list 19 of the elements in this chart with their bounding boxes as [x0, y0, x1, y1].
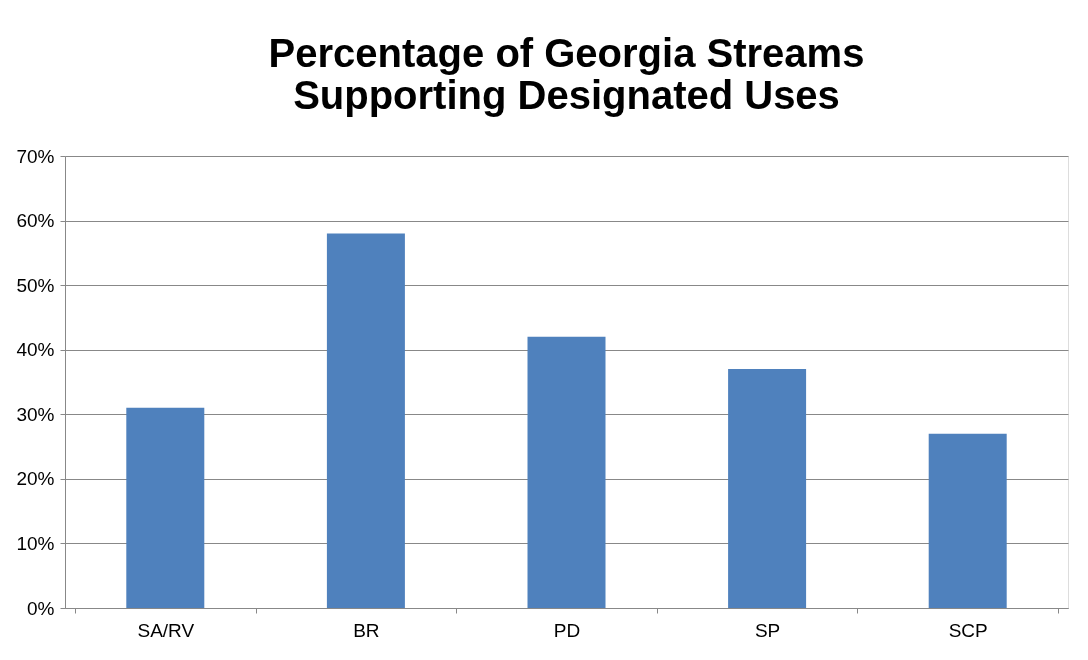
x-tick-label: SCP — [948, 619, 988, 641]
x-tick-label: BR — [353, 619, 380, 641]
y-tick-label: 0% — [27, 597, 55, 619]
bar — [326, 233, 405, 608]
bar — [126, 407, 205, 608]
bar — [928, 433, 1007, 608]
bar — [527, 336, 606, 608]
y-tick-label: 40% — [16, 339, 55, 361]
x-tick-label: SP — [754, 619, 781, 641]
chart-title: Percentage of Georgia Streams Supporting Designated Uses — [268, 31, 865, 117]
y-tick-label: 30% — [16, 403, 55, 425]
x-tick-label: SA/RV — [137, 619, 195, 641]
y-tick-label: 20% — [16, 468, 55, 490]
y-tick-label: 50% — [16, 274, 55, 296]
y-tick-label: 70% — [16, 145, 55, 167]
y-tick-label: 60% — [16, 210, 55, 232]
x-tick-label: PD — [553, 619, 581, 641]
bar — [728, 369, 807, 608]
y-tick-label: 10% — [16, 532, 55, 554]
